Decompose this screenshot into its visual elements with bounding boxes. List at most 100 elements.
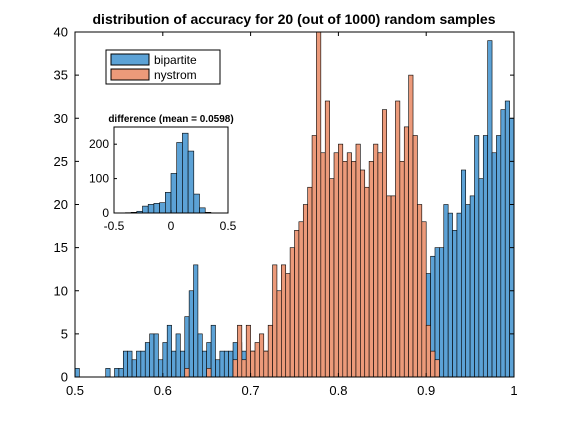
bar-nystrom [391,196,395,377]
bar-bipartite [488,41,492,377]
inset-title: difference (mean = 0.0598) [108,114,233,125]
bar-nystrom [409,75,413,377]
y-tick-label: 35 [54,68,68,83]
inset-bar [154,203,160,213]
bar-nystrom [273,265,277,377]
bar-bipartite [470,196,474,377]
bar-bipartite [194,265,198,377]
bar-nystrom [374,144,378,377]
bar-nystrom [378,153,382,377]
bar-bipartite [185,317,189,377]
bar-nystrom [299,222,303,377]
inset-bar [165,192,171,213]
bar-bipartite [189,291,193,377]
inset-bar [182,133,188,213]
inset-bar [171,173,177,213]
bar-bipartite [229,351,233,377]
bar-nystrom [422,222,426,377]
bar-nystrom [400,161,404,377]
bar-nystrom [431,351,435,377]
inset-y-tick-label: 200 [89,137,109,151]
bar-nystrom [185,368,189,377]
bar-bipartite [106,368,110,377]
bar-nystrom [435,360,439,377]
legend-label-nystrom: nystrom [154,68,197,82]
legend-swatch-bipartite [111,54,149,65]
bar-nystrom [347,153,351,377]
bar-bipartite [163,343,167,378]
bar-bipartite [154,334,158,377]
y-tick-label: 5 [61,326,68,341]
bar-nystrom [242,360,246,377]
y-tick-label: 20 [54,197,68,212]
bar-bipartite [461,170,465,377]
inset-x-tick-label: -0.5 [104,219,125,233]
inset-bar [143,206,149,213]
bar-bipartite [136,351,140,377]
chart-title: distribution of accuracy for 20 (out of … [93,11,496,27]
bar-bipartite [483,136,487,378]
bar-bipartite [439,248,443,377]
inset-bar [177,142,183,213]
bar-bipartite [496,136,500,378]
legend-label-bipartite: bipartite [154,53,197,67]
y-tick-label: 40 [54,25,68,40]
x-tick-label: 0.8 [329,383,347,398]
bar-bipartite [150,334,154,377]
bar-nystrom [382,110,386,377]
bar-bipartite [167,325,171,377]
bar-nystrom [207,368,211,377]
bar-nystrom [233,360,237,377]
bar-bipartite [466,205,470,378]
inset-bar [200,208,206,213]
inset-y-tick-label: 0 [102,206,109,220]
bar-nystrom [352,161,356,377]
bar-nystrom [286,274,290,378]
bar-nystrom [426,325,430,377]
bar-bipartite [479,179,483,377]
bar-nystrom [413,136,417,378]
x-tick-label: 0.7 [242,383,260,398]
legend: bipartite nystrom [106,50,220,84]
bar-nystrom [334,153,338,377]
bar-bipartite [220,351,224,377]
x-tick-label: 0.6 [154,383,172,398]
bar-nystrom [360,170,364,377]
y-tick-label: 15 [54,240,68,255]
inset-bar [160,203,166,213]
bar-bipartite [176,334,180,377]
bar-bipartite [198,334,202,377]
bar-nystrom [312,136,316,378]
bar-bipartite [115,368,119,377]
bar-bipartite [215,360,219,377]
bar-bipartite [457,213,461,377]
bar-nystrom [356,144,360,377]
bar-bipartite [180,351,184,377]
bar-bipartite [128,351,132,377]
bar-bipartite [435,248,439,377]
bar-nystrom [387,196,391,377]
bar-nystrom [246,325,250,377]
bar-bipartite [119,368,123,377]
bar-nystrom [268,325,272,377]
inset-x-tick-label: 0 [168,219,175,233]
bar-bipartite [474,136,478,378]
bar-bipartite [492,153,496,377]
bar-bipartite [202,351,206,377]
bar-nystrom [264,351,268,377]
bar-bipartite [75,368,79,377]
x-tick-label: 1 [510,383,517,398]
bar-nystrom [404,127,408,377]
bar-bipartite [123,351,127,377]
inset-bar [148,204,154,213]
bar-nystrom [255,343,259,378]
bar-nystrom [303,205,307,378]
bar-bipartite [172,351,176,377]
bar-bipartite [444,205,448,378]
inset-bar [188,151,194,213]
bar-bipartite [224,351,228,377]
bar-nystrom [395,101,399,377]
bar-nystrom [325,101,329,377]
